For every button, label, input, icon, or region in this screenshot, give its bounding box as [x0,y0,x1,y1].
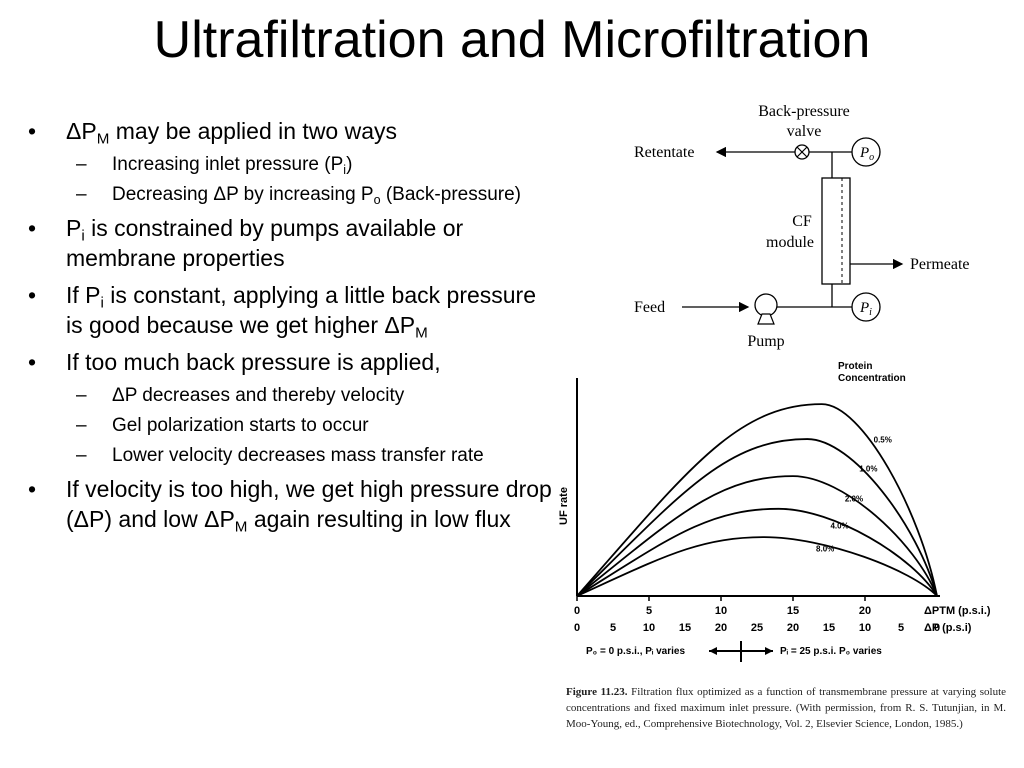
bullet-text: (Back-pressure) [380,184,521,205]
series-line [576,536,938,597]
uf-rate-chart: Protein Concentration UF rate 0.5% 1.0% 2.… [558,361,991,662]
series-label: 4.0% [830,521,848,530]
caption-label: Figure 11.23. [566,686,628,698]
bullet-text: again resulting in low flux [247,506,511,532]
permeate-label: Permeate [910,256,970,273]
x-tick-label-ptm: 0 [574,605,580,617]
double-arrow-icon [709,641,773,662]
cf-module [821,177,851,285]
bullet-subscript: i [100,294,104,312]
series-line [576,475,938,597]
x-tick-label-dp: 5 [610,622,616,634]
x-tick-label-dp: 20 [787,622,799,634]
bullet-text: Increasing inlet pressure (P [112,154,344,175]
valve-label-line2: valve [787,123,822,140]
pump-label: Pump [747,333,784,350]
module-label-line1: CF [792,213,812,230]
bullet-subscript: i [81,227,85,245]
module-label-line2: module [766,234,814,251]
x-tick-label-dp: 15 [679,622,691,634]
bullet-text: ΔP decreases and thereby velocity [112,385,405,406]
bullet-text: may be applied in two ways [109,118,398,144]
bullet-subscript: o [373,192,381,207]
bullet-text: If P [66,282,101,308]
caption-text: Filtration flux optimized as a function … [566,686,1007,730]
series-line [576,438,938,597]
x-tick-label-ptm: 20 [859,605,871,617]
bullet-item: ΔPM may be applied in two ways [28,116,556,148]
regime-right-label: Pᵢ = 25 p.s.i. P₀ varies [780,646,882,657]
bullet-item: If Pi is constant, applying a little bac… [28,280,556,342]
x-tick-label-dp: 10 [859,622,871,634]
po-gauge: Po [851,137,881,167]
bullet-text: If too much back pressure is applied, [66,349,441,375]
series-label: 8.0% [816,545,834,554]
figure-caption: Figure 11.23. Filtration flux optimized … [566,684,1006,732]
bullet-text: P [66,215,82,241]
x-tick-label-dp: 5 [898,622,904,634]
svg-text:Po: Po [859,145,874,163]
valve-icon [794,144,810,160]
series-line [576,403,938,597]
sub-bullet-item: Decreasing ΔP by increasing Po (Back-pre… [28,183,556,207]
series-label: 2.0% [845,495,863,504]
pump-icon [754,293,778,325]
bullet-subscript: M [96,130,110,148]
po-subscript: o [869,152,874,163]
series-line [576,507,938,597]
sub-bullet-item: Increasing inlet pressure (Pi) [28,153,556,177]
x-tick-label-ptm: 5 [646,605,652,617]
x-axis-label-dp: ΔP (p.s.i) [924,622,972,634]
slide-title: Ultrafiltration and Microfiltration [153,11,871,69]
sub-bullet-item: Gel polarization starts to occur [28,414,556,438]
svg-text:Pi: Pi [859,300,872,318]
bullet-item: If velocity is too high, we get high pre… [28,474,556,536]
x-tick-label-dp: 0 [934,622,940,634]
legend-title-line1: Protein [838,361,872,372]
sub-bullet-item: Lower velocity decreases mass transfer r… [28,444,556,468]
bullet-text: is constrained by pumps available or mem… [66,215,464,271]
retentate-label: Retentate [634,144,694,161]
series-label: 0.5% [874,436,892,445]
x-tick-label-ptm: 15 [787,605,799,617]
x-tick-label-dp: 20 [715,622,727,634]
pi-subscript: i [869,307,872,318]
valve-label-line1: Back-pressure [758,103,850,120]
bullet-text: Lower velocity decreases mass transfer r… [112,445,484,466]
bullet-subscript: M [415,324,428,342]
x-tick-label-dp: 10 [643,622,655,634]
bullet-item: If too much back pressure is applied, [28,347,556,377]
feed-label: Feed [634,299,665,316]
sub-bullet-item: ΔP decreases and thereby velocity [28,384,556,408]
x-tick-label-dp: 15 [823,622,835,634]
legend-title-line2: Concentration [838,373,906,384]
x-tick-label-dp: 25 [751,622,763,634]
bullet-item: Pi is constrained by pumps available or … [28,213,556,273]
pi-gauge: Pi [851,292,881,322]
regime-left-label: P₀ = 0 p.s.i., Pᵢ varies [586,646,685,657]
bullet-text: If velocity is too high, we get high pre… [66,476,552,532]
x-tick-label-dp: 0 [574,622,580,634]
bullet-subscript: i [343,162,347,177]
y-axis-label: UF rate [558,487,570,525]
series-label: 1.0% [859,464,877,473]
x-tick-label-ptm: 10 [715,605,727,617]
bullet-list: ΔPM may be applied in two ways Increasin… [28,116,556,541]
bullet-text: ΔP [66,118,97,144]
process-diagram: Back-pressure valve Retentate Po CF modu… [634,103,970,350]
x-axis-label-ptm: ΔPTM (p.s.i.) [924,605,991,617]
bullet-text: is constant, applying a little back pres… [66,282,537,338]
bullet-subscript: M [234,518,248,536]
bullet-text: Gel polarization starts to occur [112,415,369,436]
po-symbol: P [859,145,869,161]
pi-symbol: P [859,300,869,316]
bullet-text: Decreasing ΔP by increasing P [112,184,374,205]
bullet-text: ) [346,154,353,175]
